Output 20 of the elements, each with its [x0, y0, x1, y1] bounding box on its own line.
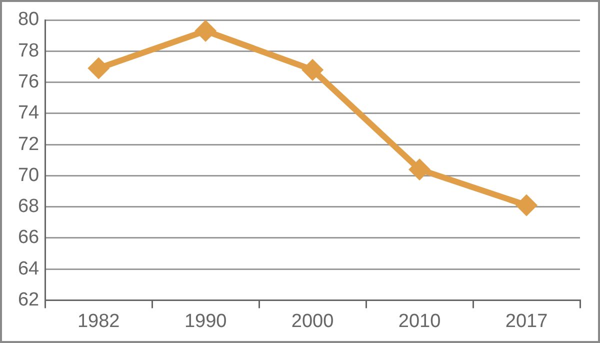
x-tick-label: 1990 — [184, 310, 227, 332]
y-tick-label: 80 — [18, 9, 40, 30]
point — [194, 20, 217, 42]
x-tick-label: 2010 — [398, 310, 441, 332]
y-tick-label: 68 — [18, 196, 40, 218]
x-tick-label: 2000 — [291, 310, 334, 332]
y-tick-label: 64 — [18, 258, 40, 280]
y-tick-label: 72 — [18, 134, 40, 155]
point — [302, 58, 324, 81]
y-tick-label: 66 — [18, 227, 40, 248]
y-tick-label: 74 — [18, 102, 40, 124]
x-tick-label: 1982 — [77, 310, 120, 332]
y-tick-label: 78 — [18, 40, 40, 62]
point — [88, 57, 110, 80]
x-tick-label: 2017 — [505, 310, 548, 332]
y-tick-label: 76 — [18, 72, 40, 92]
point — [408, 158, 431, 180]
y-tick-label: 62 — [18, 289, 40, 310]
point — [516, 194, 538, 216]
y-tick-label: 70 — [18, 164, 40, 186]
